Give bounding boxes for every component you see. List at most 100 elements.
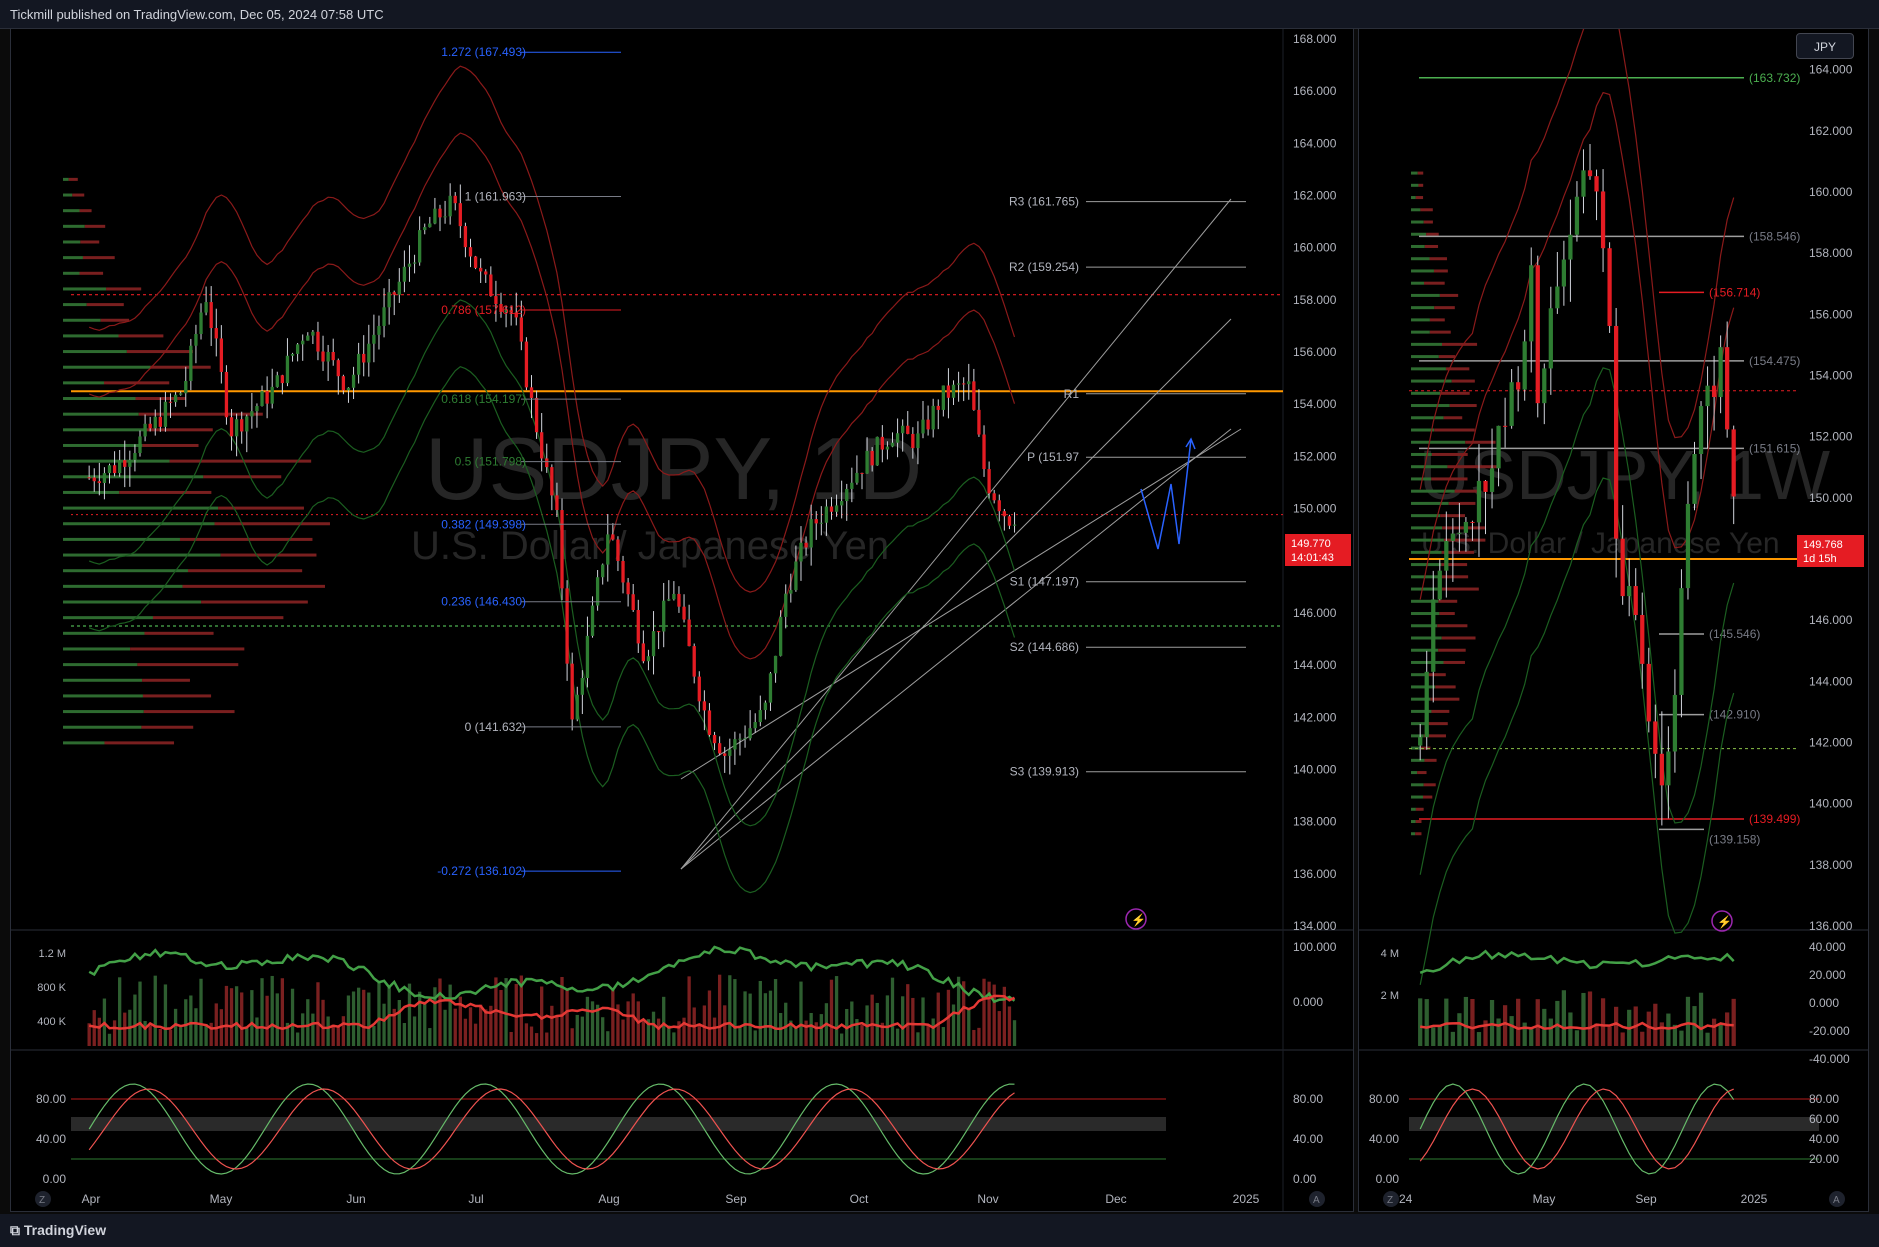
candle-body [936,405,940,410]
zoom-reset-button[interactable] [35,1191,51,1207]
stoch-axis-right-label: 60.00 [1809,1112,1839,1126]
price-axis-label: 162.000 [1293,189,1337,203]
weekly-level-label: (145.546) [1709,627,1760,641]
candle-body [1476,480,1482,523]
volume-bar [534,1033,539,1046]
profile-bar-up [1411,220,1424,224]
volume-bar [1718,1024,1723,1046]
profile-bar-up [1411,477,1432,481]
projection-path[interactable] [1140,438,1192,550]
profile-bar-down [80,240,100,244]
time-axis-label: Sep [1635,1192,1657,1206]
volume-bar [1640,1031,1645,1046]
candle-body [575,694,579,720]
volume-bar [789,1020,793,1046]
profile-bar-up [63,522,215,526]
candle-body [524,341,529,388]
candle-body [362,353,366,363]
volume-bar [1483,1020,1488,1046]
candle-body [1731,429,1736,497]
price-axis-label: 156.000 [1809,307,1853,321]
candle-body [534,397,539,433]
volume-bar [1646,1011,1651,1046]
stoch-axis-right-label: 80.00 [1293,1092,1323,1106]
projection-arrowhead-icon [1185,437,1196,450]
profile-bar-down [1439,575,1469,579]
weekly-chart-panel[interactable]: USDJPY, 1W U.S. Dollar / Japanese Yen (1… [1358,0,1869,1212]
volume-bar [204,1023,208,1046]
profile-bar-up [63,303,87,307]
oscillator-line-up [1419,949,1735,974]
volume-bar [1685,996,1691,1046]
candle-body [677,593,681,607]
candle-body [153,416,157,429]
candle-body [112,465,117,474]
time-axis-weekly[interactable]: 2024MaySep2025 [1386,1192,1768,1206]
level-lines-weekly[interactable]: (163.732) (158.546) (156.714) (154.475) (151… [1409,71,1800,847]
candle-body [1509,382,1514,426]
profile-bar-down [1415,807,1424,811]
price-axis[interactable]: 168.000 166.000 164.000 162.000 160.000 158.0… [1293,32,1337,933]
lightning-glyph: ⚡ [1131,913,1146,927]
zoom-reset-button-weekly[interactable] [1383,1191,1399,1207]
volume-bar [362,989,366,1046]
volume-bar [417,991,422,1046]
profile-bar-down [144,631,214,635]
time-axis[interactable]: Apr May Jun Jul Aug Sep Oct Nov Dec 2025 [82,1192,1260,1206]
volume-bar [1522,1022,1527,1046]
candle-body [748,728,752,739]
lightning-alert-icon[interactable] [1125,908,1147,930]
candle-body [1659,753,1664,786]
volume-profile [63,177,330,745]
profile-bar-up [1411,281,1425,285]
profile-bar-up [63,506,219,510]
candle-body [626,582,630,595]
tradingview-logo[interactable]: ⧉ TradingView [10,1222,106,1239]
volume-bar [382,1003,386,1046]
lightning-alert-icon-weekly[interactable] [1711,910,1733,932]
corner-a-label-weekly: A [1833,1195,1840,1206]
candle-body [672,593,676,600]
fibonacci-levels[interactable]: 1.272 (167.493) 1 (161.963) 0.786 (157.612… [437,45,621,878]
profile-bar-up [1411,293,1440,297]
daily-chart-svg[interactable]: USDJPY, 1D U.S. Dollar / Japanese Yen 1.… [11,29,1353,1211]
candle-body [636,609,640,644]
candle-body [555,495,559,511]
candle-body [967,381,971,385]
volume-bar [951,1004,956,1046]
volume-bar [611,987,615,1046]
volume-bar [870,994,874,1046]
candle-body [341,376,346,391]
symbol-button[interactable]: JPY [1796,33,1854,59]
volume-bar [214,1003,218,1046]
profile-bar-up [63,459,170,463]
volume-bar [1620,1032,1625,1046]
stoch-axis-right-label: 40.00 [1809,1132,1839,1146]
profile-bar-up [1411,550,1442,554]
profile-bar-up [63,710,144,714]
profile-bar-down [142,678,190,682]
profile-bar-up [1411,587,1438,591]
trend-channel[interactable] [680,198,1242,870]
candle-body [814,519,818,524]
candle-body [143,423,147,437]
weekly-chart-svg[interactable]: USDJPY, 1W U.S. Dollar / Japanese Yen (1… [1359,0,1868,1211]
volume-axis-label: 800 K [37,982,66,994]
daily-chart-panel[interactable]: USDJPY, 1D U.S. Dollar / Japanese Yen 1.… [10,28,1354,1212]
fib-label: 1.272 (167.493) [441,45,526,59]
price-axis-weekly[interactable]: 164.000 162.000 160.000 158.000 156.000 154.0… [1809,63,1853,933]
auto-scale-button[interactable] [1309,1191,1325,1207]
candle-body [723,753,727,756]
volume-bar [834,976,839,1046]
stoch-axis-right-label: 80.00 [1809,1092,1839,1106]
volume-bar [626,1001,630,1046]
volume-bar [1431,1027,1436,1046]
candle-body [1542,368,1547,404]
pivot-label: P (151.97 [1027,450,1079,464]
auto-scale-button-weekly[interactable] [1829,1191,1845,1207]
profile-bar-up [1411,416,1444,420]
profile-bar-up [63,334,119,338]
profile-bar-up [1411,196,1416,200]
profile-bar-up [63,350,127,354]
channel-line [680,318,1232,870]
